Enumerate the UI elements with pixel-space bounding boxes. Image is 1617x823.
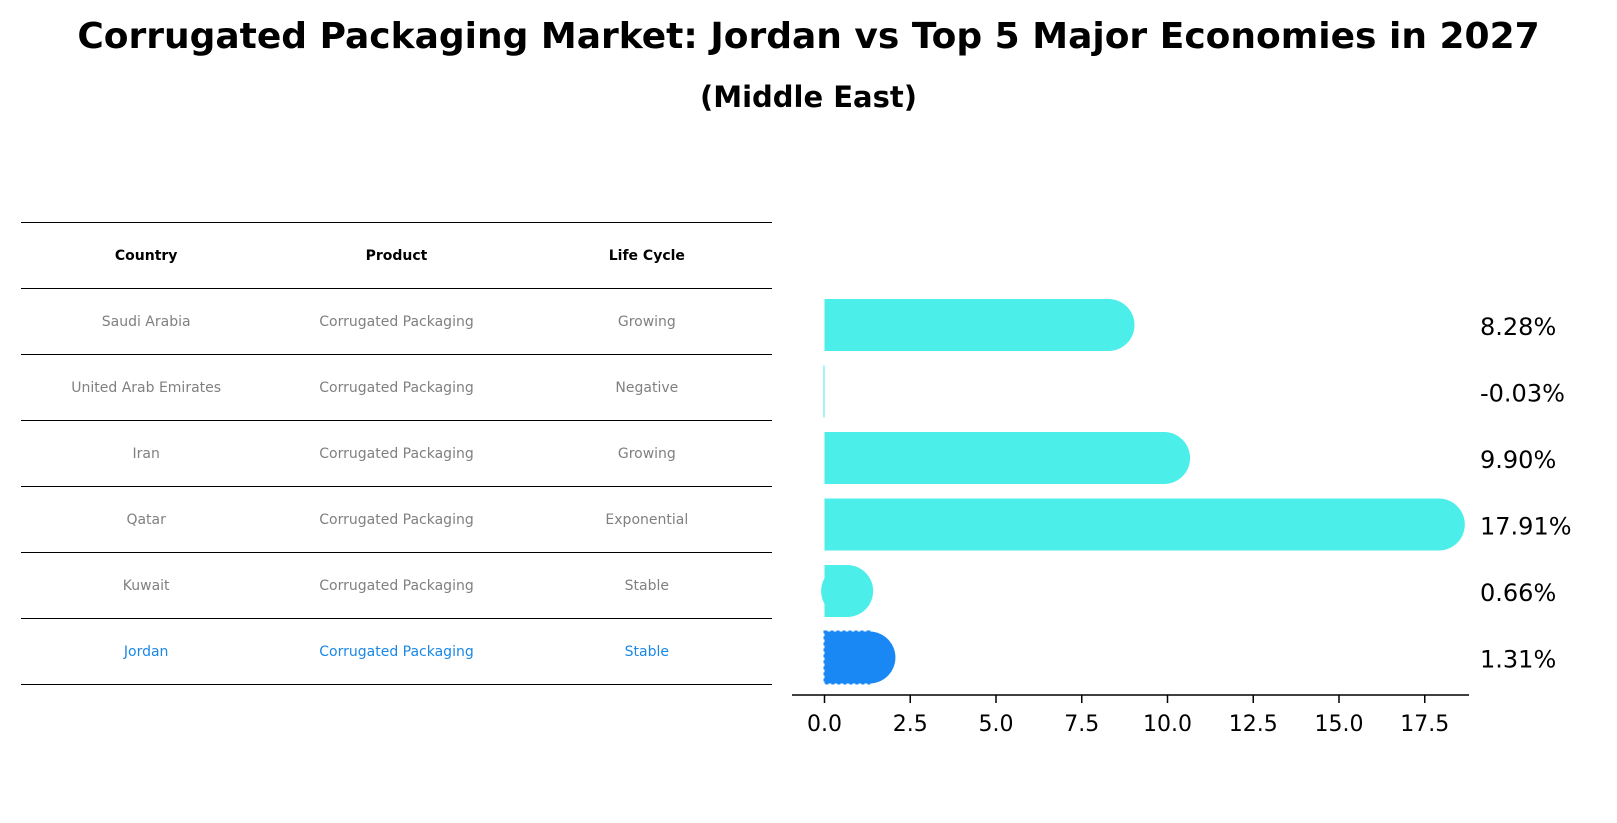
- x-tick-label: 15.0: [1315, 712, 1364, 737]
- x-tick-label: 17.5: [1400, 712, 1449, 737]
- header-product: Product: [271, 222, 522, 289]
- cell-life-cycle: Stable: [521, 618, 772, 685]
- cell-product: Corrugated Packaging: [271, 288, 522, 355]
- bar-value-label: 9.90%: [1480, 446, 1556, 474]
- cell-country: Qatar: [21, 486, 272, 553]
- bar-rect: [824, 498, 1439, 551]
- cell-life-cycle: Exponential: [521, 486, 772, 553]
- table-row-highlight: Jordan Corrugated Packaging Stable: [21, 618, 772, 685]
- chart-subtitle: (Middle East): [699, 80, 918, 114]
- bar-cap: [1138, 432, 1191, 484]
- bar: [824, 432, 1191, 484]
- cell-product: Corrugated Packaging: [271, 420, 522, 487]
- bar-cap: [1082, 299, 1135, 351]
- cell-country: Saudi Arabia: [21, 288, 272, 355]
- bar: [821, 565, 874, 617]
- x-tick-label: 12.5: [1229, 712, 1278, 737]
- bar-rect: [824, 299, 1109, 351]
- bar: [823, 630, 896, 685]
- bar-value-label: 1.31%: [1480, 646, 1556, 674]
- cell-life-cycle: Growing: [521, 288, 772, 355]
- cell-product: Corrugated Packaging: [271, 486, 522, 553]
- header-life-cycle: Life Cycle: [521, 222, 772, 289]
- table-header-row: Country Product Life Cycle: [21, 222, 772, 289]
- cell-country: Kuwait: [21, 552, 272, 619]
- cell-product: Corrugated Packaging: [271, 354, 522, 421]
- header-country: Country: [21, 222, 272, 289]
- bar-value-label: 17.91%: [1480, 513, 1572, 541]
- table-row: Qatar Corrugated Packaging Exponential: [21, 486, 772, 553]
- bar-rect: [824, 432, 1165, 484]
- bar-value-label: 0.66%: [1480, 579, 1556, 607]
- x-tick-label: 5.0: [979, 712, 1014, 737]
- bar: [823, 365, 825, 418]
- bar-cap: [843, 631, 896, 684]
- chart-title: Corrugated Packaging Market: Jordan vs T…: [77, 16, 1540, 57]
- bar-value-label: 8.28%: [1480, 313, 1556, 341]
- country-table: Country Product Life Cycle Saudi Arabia …: [21, 222, 772, 685]
- bar: [824, 299, 1135, 351]
- cell-country: Jordan: [21, 618, 272, 685]
- cell-country: Iran: [21, 420, 272, 487]
- table-row: Kuwait Corrugated Packaging Stable: [21, 552, 772, 619]
- cell-product: Corrugated Packaging: [271, 618, 522, 685]
- table-row: Iran Corrugated Packaging Growing: [21, 420, 772, 487]
- bar-value-label: -0.03%: [1480, 380, 1565, 408]
- cell-life-cycle: Stable: [521, 552, 772, 619]
- x-tick-label: 2.5: [893, 712, 928, 737]
- x-tick-label: 10.0: [1143, 712, 1192, 737]
- cell-life-cycle: Growing: [521, 420, 772, 487]
- bar: [824, 498, 1465, 551]
- table-row: United Arab Emirates Corrugated Packagin…: [21, 354, 772, 421]
- x-tick-label: 0.0: [807, 712, 842, 737]
- x-tick-label: 7.5: [1064, 712, 1099, 737]
- bar-rect: [823, 365, 825, 418]
- bar-cap: [821, 565, 874, 617]
- cell-country: United Arab Emirates: [21, 354, 272, 421]
- bar-cap: [1412, 498, 1465, 551]
- table-row: Saudi Arabia Corrugated Packaging Growin…: [21, 288, 772, 355]
- cell-life-cycle: Negative: [521, 354, 772, 421]
